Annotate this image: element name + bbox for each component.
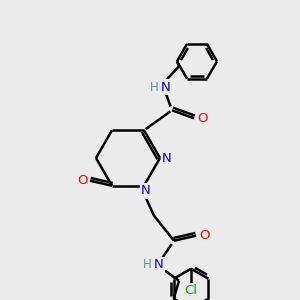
- Text: Cl: Cl: [184, 284, 197, 297]
- Text: N: N: [162, 152, 172, 164]
- Text: N: N: [154, 258, 164, 271]
- Text: O: O: [77, 174, 87, 187]
- Text: H: H: [142, 258, 152, 271]
- Text: O: O: [197, 112, 207, 125]
- Text: H: H: [150, 81, 158, 94]
- Text: N: N: [141, 184, 151, 197]
- Text: O: O: [199, 229, 209, 242]
- Text: N: N: [161, 81, 171, 94]
